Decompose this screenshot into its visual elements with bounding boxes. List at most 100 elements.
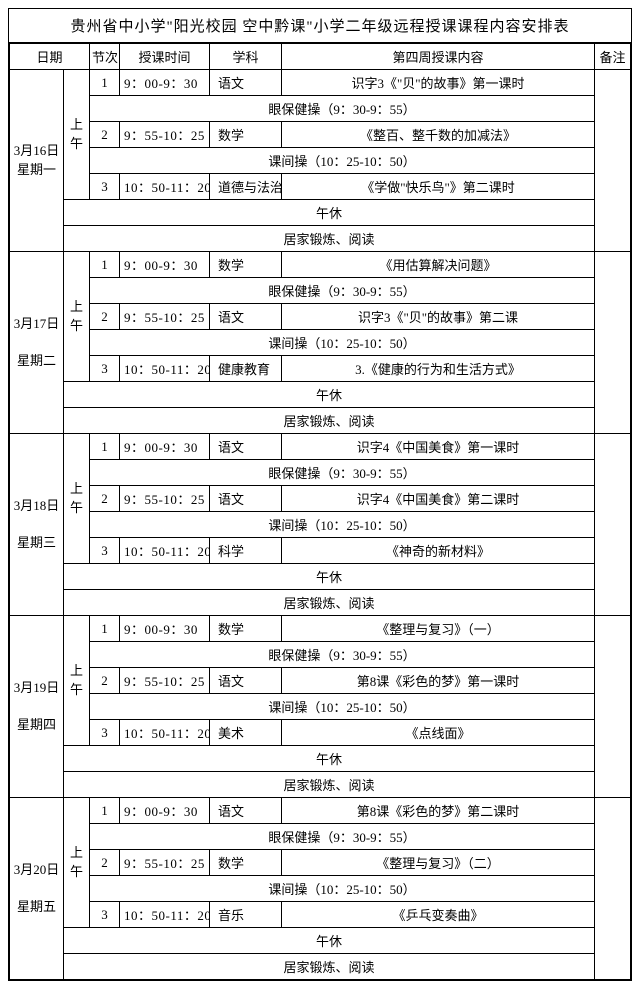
- content-cell: 《整理与复习》（一）: [282, 616, 595, 642]
- period-cell: 2: [90, 304, 120, 330]
- noon-break: 午休: [64, 928, 595, 954]
- subject-cell: 科学: [210, 538, 282, 564]
- subject-cell: 数学: [210, 252, 282, 278]
- time-cell: 9：00-9：30: [120, 252, 210, 278]
- period-cell: 2: [90, 486, 120, 512]
- subject-cell: 语文: [210, 798, 282, 824]
- subject-cell: 道德与法治: [210, 174, 282, 200]
- content-cell: 第8课《彩色的梦》第二课时: [282, 798, 595, 824]
- time-cell: 9：00-9：30: [120, 616, 210, 642]
- inter-break: 课间操（10：25-10：50）: [90, 512, 595, 538]
- content-cell: 《点线面》: [282, 720, 595, 746]
- time-cell: 9：00-9：30: [120, 70, 210, 96]
- period-cell: 1: [90, 434, 120, 460]
- subject-cell: 语文: [210, 70, 282, 96]
- inter-break: 课间操（10：25-10：50）: [90, 148, 595, 174]
- date-cell: 3月18日星期三: [10, 434, 64, 616]
- home-break: 居家锻炼、阅读: [64, 408, 595, 434]
- time-cell: 10：50-11：20: [120, 720, 210, 746]
- date-cell: 3月17日星期二: [10, 252, 64, 434]
- content-cell: 《乒乓变奏曲》: [282, 902, 595, 928]
- period-cell: 2: [90, 668, 120, 694]
- period-cell: 3: [90, 538, 120, 564]
- period-cell: 1: [90, 798, 120, 824]
- home-break: 居家锻炼、阅读: [64, 590, 595, 616]
- period-cell: 3: [90, 356, 120, 382]
- timetable: 日期节次授课时间学科第四周授课内容备注3月16日星期一上午19：00-9：30语…: [9, 43, 631, 980]
- content-cell: 识字3《"贝"的故事》第二课: [282, 304, 595, 330]
- eye-break: 眼保健操（9：30-9：55）: [90, 824, 595, 850]
- content-cell: 《用估算解决问题》: [282, 252, 595, 278]
- time-cell: 9：55-10：25: [120, 850, 210, 876]
- period-cell: 2: [90, 122, 120, 148]
- time-cell: 10：50-11：20: [120, 538, 210, 564]
- content-cell: 《学做"快乐鸟"》第二课时: [282, 174, 595, 200]
- time-cell: 9：00-9：30: [120, 798, 210, 824]
- header-period: 节次: [90, 44, 120, 70]
- ampm-cell: 上午: [64, 798, 90, 928]
- inter-break: 课间操（10：25-10：50）: [90, 694, 595, 720]
- subject-cell: 语文: [210, 304, 282, 330]
- note-cell: [595, 252, 631, 434]
- home-break: 居家锻炼、阅读: [64, 226, 595, 252]
- time-cell: 9：55-10：25: [120, 486, 210, 512]
- header-time: 授课时间: [120, 44, 210, 70]
- inter-break: 课间操（10：25-10：50）: [90, 330, 595, 356]
- subject-cell: 语文: [210, 668, 282, 694]
- subject-cell: 数学: [210, 850, 282, 876]
- inter-break: 课间操（10：25-10：50）: [90, 876, 595, 902]
- period-cell: 1: [90, 252, 120, 278]
- noon-break: 午休: [64, 382, 595, 408]
- time-cell: 9：55-10：25: [120, 668, 210, 694]
- home-break: 居家锻炼、阅读: [64, 954, 595, 980]
- content-cell: 识字3《"贝"的故事》第一课时: [282, 70, 595, 96]
- subject-cell: 音乐: [210, 902, 282, 928]
- header-subject: 学科: [210, 44, 282, 70]
- ampm-cell: 上午: [64, 70, 90, 200]
- period-cell: 3: [90, 174, 120, 200]
- ampm-cell: 上午: [64, 434, 90, 564]
- eye-break: 眼保健操（9：30-9：55）: [90, 96, 595, 122]
- time-cell: 9：00-9：30: [120, 434, 210, 460]
- subject-cell: 美术: [210, 720, 282, 746]
- date-cell: 3月19日星期四: [10, 616, 64, 798]
- subject-cell: 语文: [210, 486, 282, 512]
- time-cell: 10：50-11：20: [120, 174, 210, 200]
- date-cell: 3月16日星期一: [10, 70, 64, 252]
- header-note: 备注: [595, 44, 631, 70]
- ampm-cell: 上午: [64, 616, 90, 746]
- content-cell: 3.《健康的行为和生活方式》: [282, 356, 595, 382]
- eye-break: 眼保健操（9：30-9：55）: [90, 460, 595, 486]
- eye-break: 眼保健操（9：30-9：55）: [90, 278, 595, 304]
- period-cell: 3: [90, 902, 120, 928]
- time-cell: 10：50-11：20: [120, 902, 210, 928]
- time-cell: 10：50-11：20: [120, 356, 210, 382]
- period-cell: 3: [90, 720, 120, 746]
- content-cell: 《整理与复习》（二）: [282, 850, 595, 876]
- home-break: 居家锻炼、阅读: [64, 772, 595, 798]
- subject-cell: 数学: [210, 122, 282, 148]
- subject-cell: 语文: [210, 434, 282, 460]
- content-cell: 《神奇的新材料》: [282, 538, 595, 564]
- note-cell: [595, 434, 631, 616]
- eye-break: 眼保健操（9：30-9：55）: [90, 642, 595, 668]
- note-cell: [595, 70, 631, 252]
- noon-break: 午休: [64, 200, 595, 226]
- period-cell: 1: [90, 616, 120, 642]
- time-cell: 9：55-10：25: [120, 304, 210, 330]
- noon-break: 午休: [64, 564, 595, 590]
- note-cell: [595, 616, 631, 798]
- noon-break: 午休: [64, 746, 595, 772]
- header-content: 第四周授课内容: [282, 44, 595, 70]
- period-cell: 1: [90, 70, 120, 96]
- page-title: 贵州省中小学"阳光校园 空中黔课"小学二年级远程授课课程内容安排表: [9, 9, 631, 43]
- note-cell: [595, 798, 631, 980]
- content-cell: 第8课《彩色的梦》第一课时: [282, 668, 595, 694]
- subject-cell: 数学: [210, 616, 282, 642]
- content-cell: 识字4《中国美食》第一课时: [282, 434, 595, 460]
- time-cell: 9：55-10：25: [120, 122, 210, 148]
- schedule-table: 贵州省中小学"阳光校园 空中黔课"小学二年级远程授课课程内容安排表 日期节次授课…: [8, 8, 632, 981]
- subject-cell: 健康教育: [210, 356, 282, 382]
- ampm-cell: 上午: [64, 252, 90, 382]
- header-date: 日期: [10, 44, 90, 70]
